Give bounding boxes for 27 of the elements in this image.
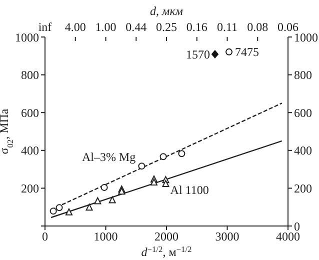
series-label: Al–3% Mg — [82, 150, 136, 164]
x-tick-label: 3000 — [215, 230, 240, 244]
y-tick-label: 600 — [21, 106, 39, 120]
y-tick-label: 1000 — [15, 30, 39, 44]
text: 1.00 — [95, 20, 116, 34]
text: 0.44 — [126, 20, 147, 34]
y-tick-label: 800 — [21, 68, 39, 82]
text: 0.11 — [216, 20, 238, 34]
annotation: 1570 — [186, 47, 210, 62]
text: 0.16 — [186, 20, 208, 34]
x-tick-label: 0 — [42, 230, 48, 244]
series-label: Al 1100 — [170, 183, 209, 198]
y-tick-label: 200 — [21, 181, 39, 196]
y2-tick-label: 800 — [294, 68, 312, 82]
text: 0.08 — [247, 20, 268, 34]
text: 4.00 — [64, 20, 86, 34]
text: 0.25 — [156, 20, 177, 34]
x2-axis-title: d, мкм — [150, 4, 184, 18]
x-axis-title: d$^{−1/2}$, м$^{−1/2}$ — [141, 244, 192, 259]
annotation: 7475 — [235, 45, 260, 60]
x-tick-label: 2000 — [154, 230, 178, 244]
y2-tick-label: 200 — [294, 181, 312, 196]
text: inf — [38, 20, 52, 34]
y2-tick-label: 600 — [294, 106, 312, 120]
x-tick-label: 1000 — [94, 230, 118, 244]
y-tick-label: 400 — [21, 144, 39, 158]
y2-tick-label: 400 — [294, 144, 312, 158]
